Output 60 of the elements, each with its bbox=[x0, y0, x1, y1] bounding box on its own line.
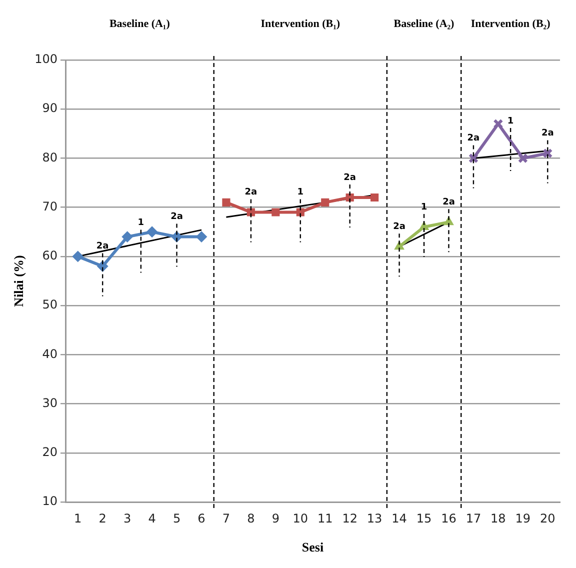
y-tick-label: 80 bbox=[42, 150, 58, 164]
y-tick-label: 70 bbox=[42, 199, 58, 214]
y-tick-label: 10 bbox=[42, 494, 58, 508]
point bbox=[246, 208, 255, 216]
point bbox=[72, 250, 84, 262]
text: Intervention (B₁) bbox=[260, 18, 340, 30]
x-tick-label: 2 bbox=[98, 511, 106, 526]
y-tick-label: 20 bbox=[42, 445, 58, 460]
point bbox=[222, 198, 230, 206]
y-tick-label: 60 bbox=[42, 248, 58, 263]
x-tick-label: 12 bbox=[342, 511, 358, 526]
y-tick-label: 100 bbox=[34, 52, 58, 66]
annotation: 2a bbox=[541, 128, 554, 139]
point bbox=[296, 208, 304, 216]
annotation: 1 bbox=[420, 202, 428, 212]
x-tick-label: 7 bbox=[222, 511, 230, 526]
annotation: 1 bbox=[138, 218, 144, 228]
point bbox=[196, 231, 207, 242]
x-tick-label: 15 bbox=[416, 511, 432, 526]
annotation: 2a bbox=[442, 197, 455, 208]
annotation: 2a bbox=[344, 172, 356, 183]
annotation: 2a bbox=[96, 242, 109, 252]
y-tick-label: 50 bbox=[42, 298, 58, 312]
annotation: 1 bbox=[297, 188, 304, 198]
x-tick-label: 14 bbox=[392, 511, 407, 526]
x-tick-label: 16 bbox=[441, 511, 456, 526]
x-tick-label: 8 bbox=[247, 511, 255, 526]
x-tick-label: 4 bbox=[148, 511, 156, 526]
x-tick-label: 11 bbox=[317, 511, 333, 526]
annotation: 1 bbox=[507, 116, 514, 126]
point bbox=[542, 148, 553, 158]
point bbox=[321, 198, 330, 206]
text: Baseline (A₁) bbox=[109, 18, 170, 30]
point bbox=[370, 193, 379, 202]
text: Intervention (B₂) bbox=[470, 18, 551, 30]
y-tick-label: 90 bbox=[42, 101, 58, 116]
x-tick-label: 10 bbox=[292, 511, 308, 526]
x-axis-title: Sesi bbox=[302, 540, 324, 555]
x-tick-label: 20 bbox=[540, 511, 556, 526]
x-tick-label: 17 bbox=[466, 511, 482, 526]
x-tick-label: 19 bbox=[515, 511, 531, 526]
annotation: 2a bbox=[467, 134, 480, 144]
x-tick-label: 13 bbox=[366, 511, 382, 526]
annotation: 2a bbox=[244, 188, 258, 198]
point bbox=[272, 208, 280, 216]
point bbox=[122, 231, 133, 242]
x-tick-label: 5 bbox=[172, 511, 181, 526]
point bbox=[146, 226, 158, 238]
x-tick-label: 6 bbox=[198, 511, 206, 526]
annotation: 2a bbox=[393, 222, 406, 232]
x-tick-label: 18 bbox=[490, 511, 506, 526]
y-tick-label: 30 bbox=[42, 396, 58, 410]
x-tick-label: 1 bbox=[74, 511, 82, 526]
text: Baseline (A₂) bbox=[394, 18, 455, 30]
y-tick-label: 40 bbox=[42, 346, 58, 361]
x-tick-label: 9 bbox=[272, 511, 280, 526]
annotation: 2a bbox=[170, 212, 183, 222]
y-axis-title: Nilai (%) bbox=[11, 255, 26, 307]
point bbox=[518, 153, 528, 164]
x-tick-label: 3 bbox=[123, 511, 132, 526]
